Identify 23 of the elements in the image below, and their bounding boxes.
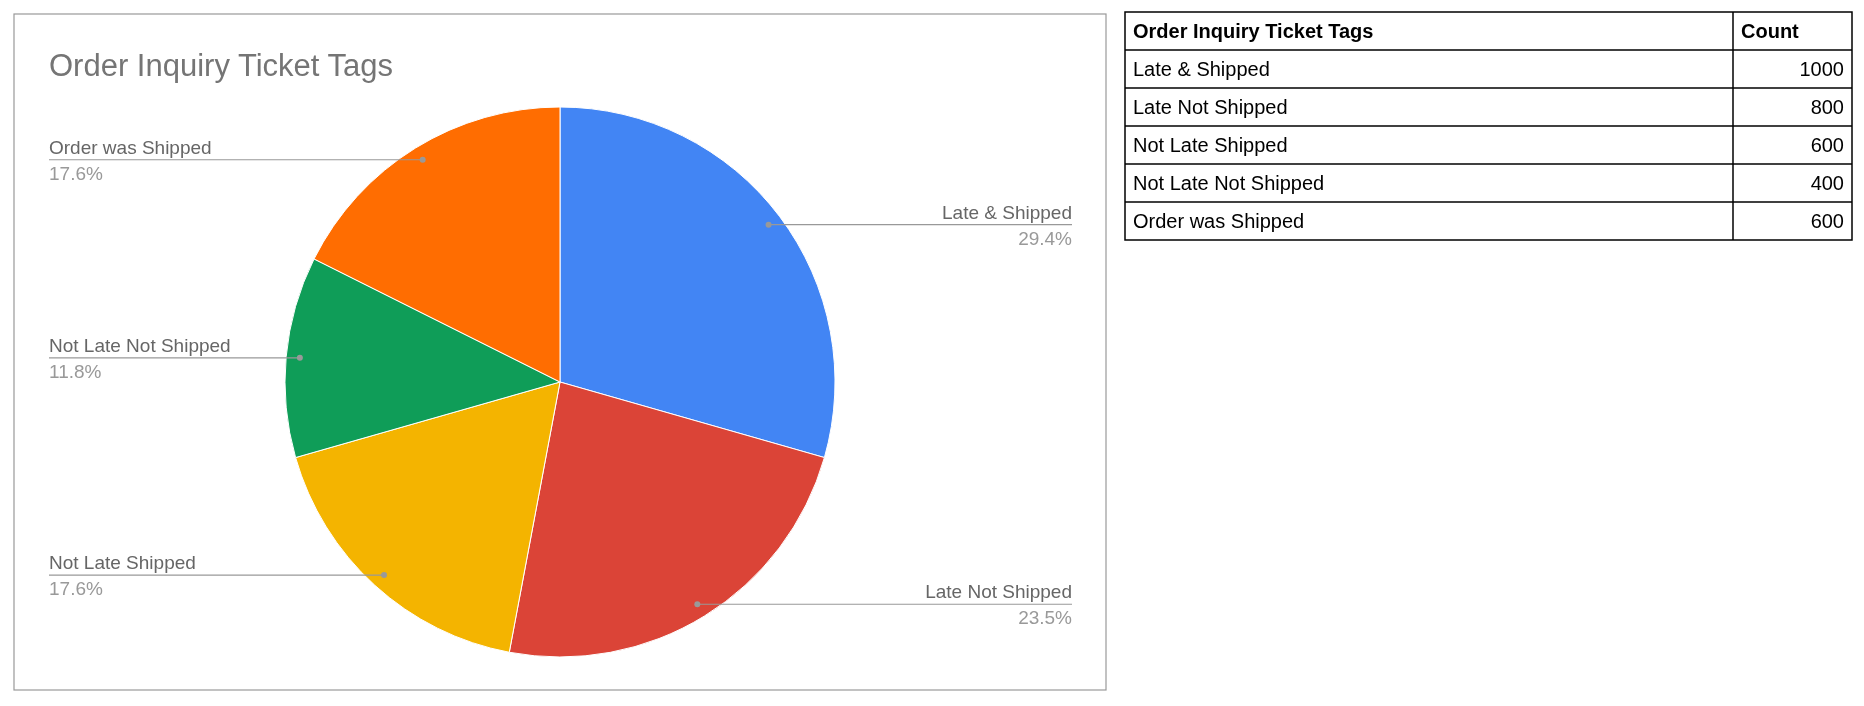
data-label: 17.6% (49, 162, 103, 184)
text: Count (1741, 20, 1800, 42)
data-label: 800 (1810, 96, 1844, 118)
slice-label: Not Late Not Shipped (49, 334, 231, 356)
data-label: 600 (1810, 134, 1844, 156)
chart-title: Order Inquiry Ticket Tags (49, 48, 394, 83)
data-label: 11.8% (49, 360, 102, 382)
category-label: Not Late Shipped (1133, 134, 1288, 156)
slice-label: Not Late Shipped (49, 552, 196, 574)
slice-label: Late Not Shipped (925, 581, 1072, 603)
data-label: 400 (1810, 172, 1844, 194)
data-label: 23.5% (1018, 607, 1073, 629)
slice-label: Order was Shipped (49, 136, 212, 158)
category-label: Late & Shipped (1133, 58, 1270, 80)
data-label: 600 (1810, 210, 1844, 232)
category-label: Not Late Not Shipped (1133, 172, 1325, 194)
category-label: Order was Shipped (1133, 210, 1305, 232)
data-label: 1000 (1799, 58, 1844, 80)
category-label: Late Not Shipped (1133, 96, 1288, 118)
data-label: 29.4% (1018, 227, 1073, 249)
data-label: 17.6% (49, 578, 103, 600)
text: Order Inquiry Ticket Tags (1133, 20, 1374, 42)
slice-label: Late & Shipped (942, 201, 1072, 223)
